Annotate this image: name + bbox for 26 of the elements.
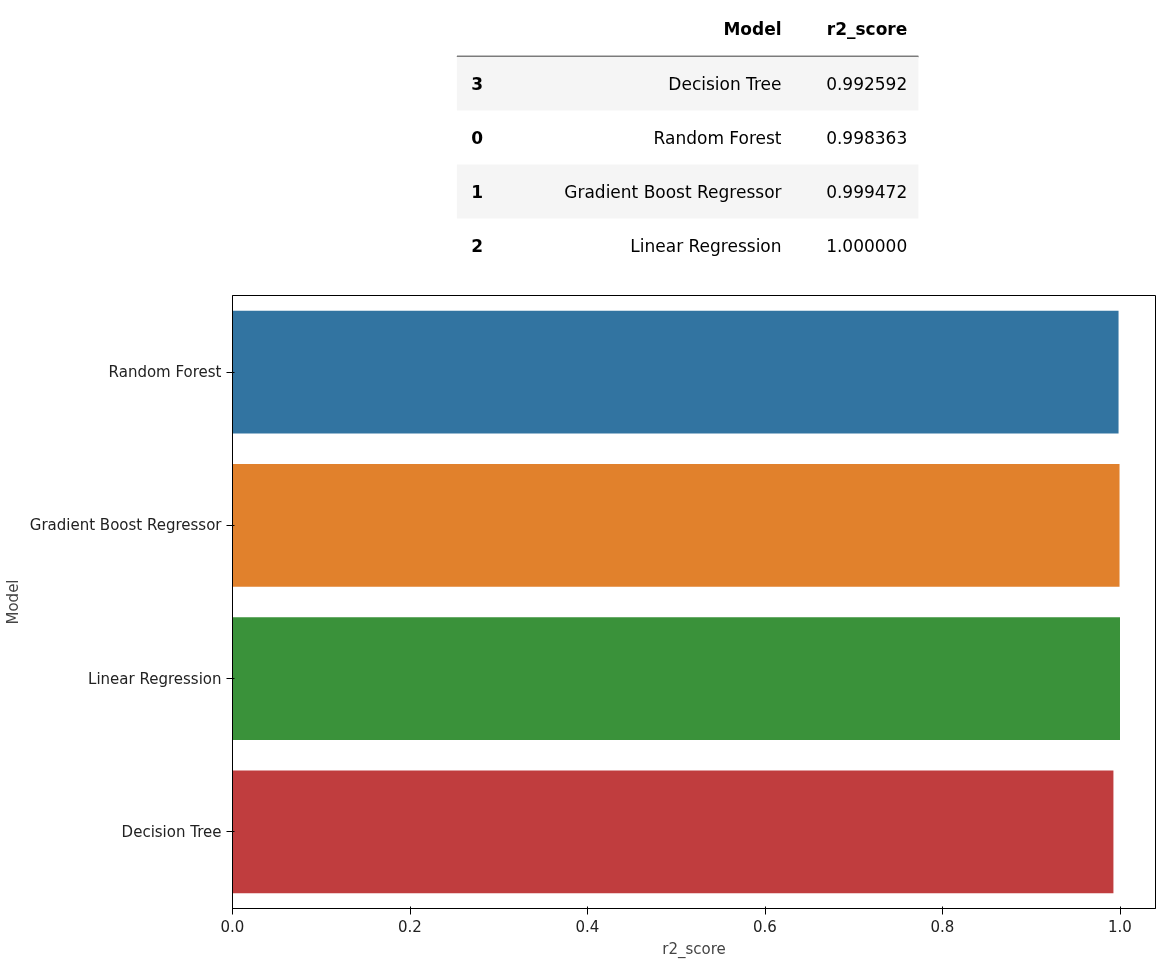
y-tick-label: Decision Tree	[121, 822, 222, 841]
x-tick-label: 0.2	[398, 917, 422, 936]
y-tick-label: Linear Regression	[88, 669, 222, 688]
text: 0	[471, 128, 484, 148]
x-tick-label: 0.8	[930, 917, 955, 936]
text: 0.999472	[826, 182, 908, 202]
text: 0.992592	[826, 74, 908, 94]
text: Gradient Boost Regressor	[564, 181, 782, 202]
text: 2	[471, 236, 484, 256]
x-tick-label: 0.6	[753, 917, 777, 936]
text: Decision Tree	[668, 73, 782, 94]
text: Linear Regression	[630, 235, 782, 256]
x-tick-label: 0.0	[220, 917, 245, 936]
y-axis-title: Model	[3, 579, 22, 625]
y-tick-label: Random Forest	[108, 363, 222, 382]
text: Random Forest	[653, 127, 782, 148]
text: Model	[723, 18, 782, 39]
text: 1	[471, 182, 484, 202]
text: r2_score	[826, 18, 908, 39]
x-tick-label: 1.0	[1108, 917, 1132, 936]
y-tick-label: Gradient Boost Regressor	[29, 516, 223, 535]
text: 0.998363	[826, 128, 908, 148]
x-axis-title: r2_score	[662, 939, 726, 959]
text: 3	[471, 74, 484, 94]
x-tick-label: 0.4	[575, 917, 600, 936]
text: 1.000000	[826, 236, 908, 256]
